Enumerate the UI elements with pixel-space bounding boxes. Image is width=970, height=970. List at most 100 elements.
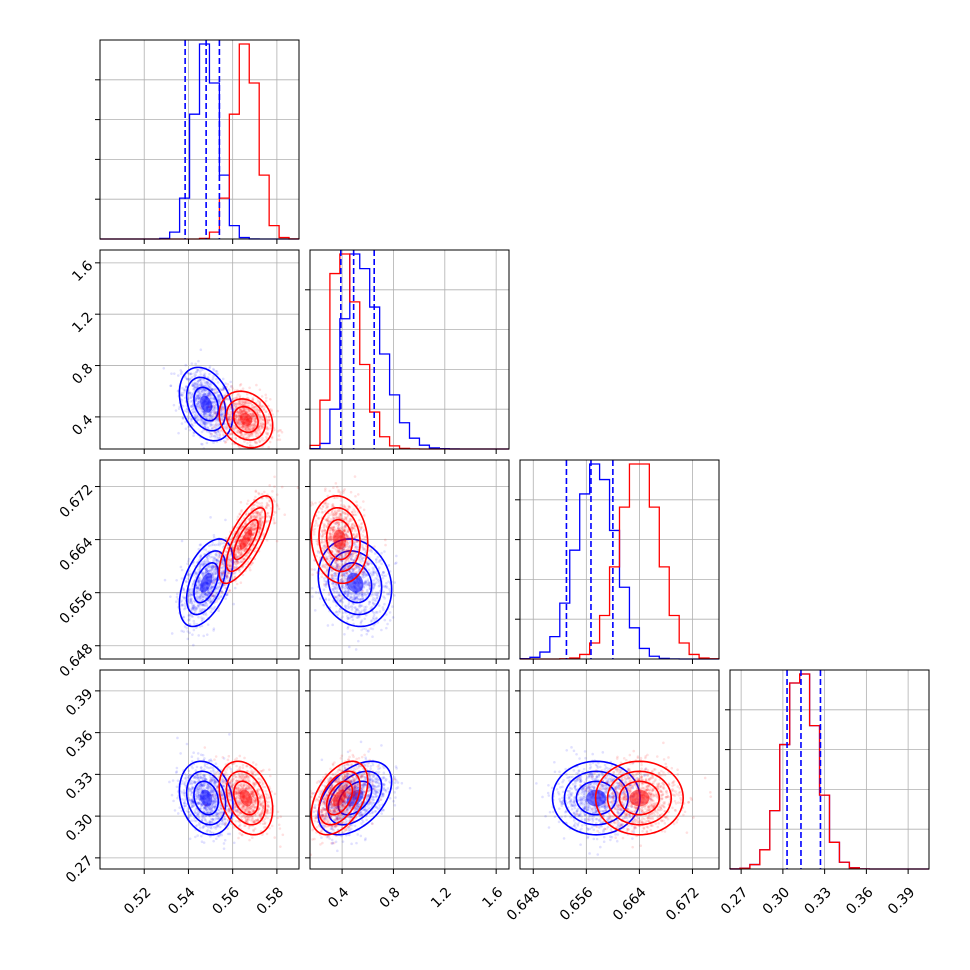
sample-point bbox=[322, 565, 325, 569]
sample-point bbox=[240, 411, 244, 414]
sample-point bbox=[333, 496, 337, 500]
sample-point bbox=[375, 560, 378, 564]
sample-point bbox=[229, 577, 232, 580]
sample-point bbox=[256, 504, 259, 508]
sample-point bbox=[232, 565, 235, 569]
sample-point bbox=[360, 634, 363, 637]
sample-point bbox=[200, 381, 203, 384]
sample-point bbox=[251, 533, 255, 537]
sample-point bbox=[310, 586, 314, 590]
sample-point bbox=[275, 493, 279, 496]
sample-point bbox=[199, 554, 203, 557]
sample-point bbox=[211, 594, 214, 598]
sample-point bbox=[196, 390, 200, 393]
sample-point bbox=[254, 516, 258, 520]
sample-point bbox=[203, 388, 206, 392]
sample-point bbox=[201, 571, 204, 575]
sample-point bbox=[385, 584, 388, 588]
sample-point bbox=[349, 544, 352, 547]
sample-point bbox=[258, 516, 261, 519]
sample-point bbox=[227, 543, 231, 547]
sample-point bbox=[236, 428, 240, 432]
y-tick-label: 0.672 bbox=[57, 482, 97, 522]
sample-point bbox=[239, 403, 243, 407]
sample-point bbox=[322, 558, 325, 562]
sample-point bbox=[371, 573, 374, 576]
sample-point bbox=[199, 417, 202, 420]
sample-point bbox=[366, 580, 370, 583]
sample-point bbox=[361, 571, 364, 575]
sample-point bbox=[210, 432, 213, 436]
sample-point bbox=[195, 573, 199, 576]
sample-point bbox=[230, 558, 233, 561]
sample-point bbox=[338, 591, 341, 595]
sample-point bbox=[366, 582, 369, 586]
sample-point bbox=[252, 543, 255, 547]
sample-point bbox=[264, 506, 268, 510]
contour-blue bbox=[185, 376, 227, 432]
sample-point bbox=[279, 453, 282, 456]
sample-point bbox=[209, 413, 212, 417]
sample-point bbox=[365, 629, 368, 632]
sample-point bbox=[250, 433, 253, 436]
sample-point bbox=[345, 548, 349, 552]
sample-point bbox=[233, 562, 237, 565]
sample-point bbox=[180, 370, 183, 374]
sample-point bbox=[252, 522, 255, 526]
sample-point bbox=[212, 533, 216, 537]
sample-point bbox=[259, 516, 262, 520]
sample-point bbox=[266, 511, 270, 515]
sample-point bbox=[244, 548, 247, 552]
sample-point bbox=[212, 557, 216, 561]
sample-point bbox=[247, 427, 250, 431]
sample-point bbox=[265, 420, 269, 424]
sample-point bbox=[374, 558, 378, 562]
sample-point bbox=[229, 413, 232, 417]
sample-point bbox=[368, 584, 372, 587]
sample-point bbox=[254, 527, 258, 531]
sample-point bbox=[237, 541, 240, 544]
sample-point bbox=[201, 592, 204, 596]
sample-point bbox=[353, 596, 357, 600]
y-tick-label: 0.8 bbox=[69, 361, 96, 388]
sample-point bbox=[228, 560, 232, 563]
sample-point bbox=[204, 611, 208, 615]
sample-point bbox=[209, 566, 212, 569]
sample-point bbox=[351, 569, 355, 572]
sample-point bbox=[335, 562, 339, 566]
sample-point bbox=[175, 592, 179, 596]
sample-point bbox=[213, 590, 217, 593]
sample-point bbox=[260, 501, 264, 505]
sample-point bbox=[265, 410, 268, 413]
sample-point bbox=[356, 565, 360, 569]
sample-point bbox=[209, 565, 213, 569]
sample-point bbox=[330, 576, 334, 580]
sample-point bbox=[338, 553, 342, 556]
sample-point bbox=[256, 510, 260, 514]
sample-point bbox=[245, 527, 248, 531]
sample-point bbox=[218, 582, 222, 585]
sample-point bbox=[352, 568, 355, 571]
sample-point bbox=[254, 417, 258, 420]
sample-point bbox=[204, 571, 207, 575]
sample-point bbox=[186, 630, 190, 633]
sample-point bbox=[357, 597, 361, 601]
sample-point bbox=[266, 503, 269, 506]
sample-point bbox=[273, 521, 277, 525]
sample-point bbox=[261, 418, 264, 422]
sample-point bbox=[202, 388, 206, 391]
sample-point bbox=[206, 559, 209, 563]
sample-point bbox=[198, 584, 201, 587]
sample-point bbox=[205, 570, 209, 573]
sample-point bbox=[261, 405, 264, 409]
sample-point bbox=[259, 431, 262, 435]
sample-point bbox=[347, 564, 351, 568]
sample-point bbox=[247, 436, 251, 439]
sample-point bbox=[202, 412, 206, 416]
sample-point bbox=[248, 443, 252, 447]
sample-point bbox=[367, 563, 370, 566]
sample-point bbox=[376, 555, 380, 559]
sample-point bbox=[372, 616, 375, 619]
sample-point bbox=[369, 561, 372, 565]
sample-point bbox=[234, 416, 237, 419]
